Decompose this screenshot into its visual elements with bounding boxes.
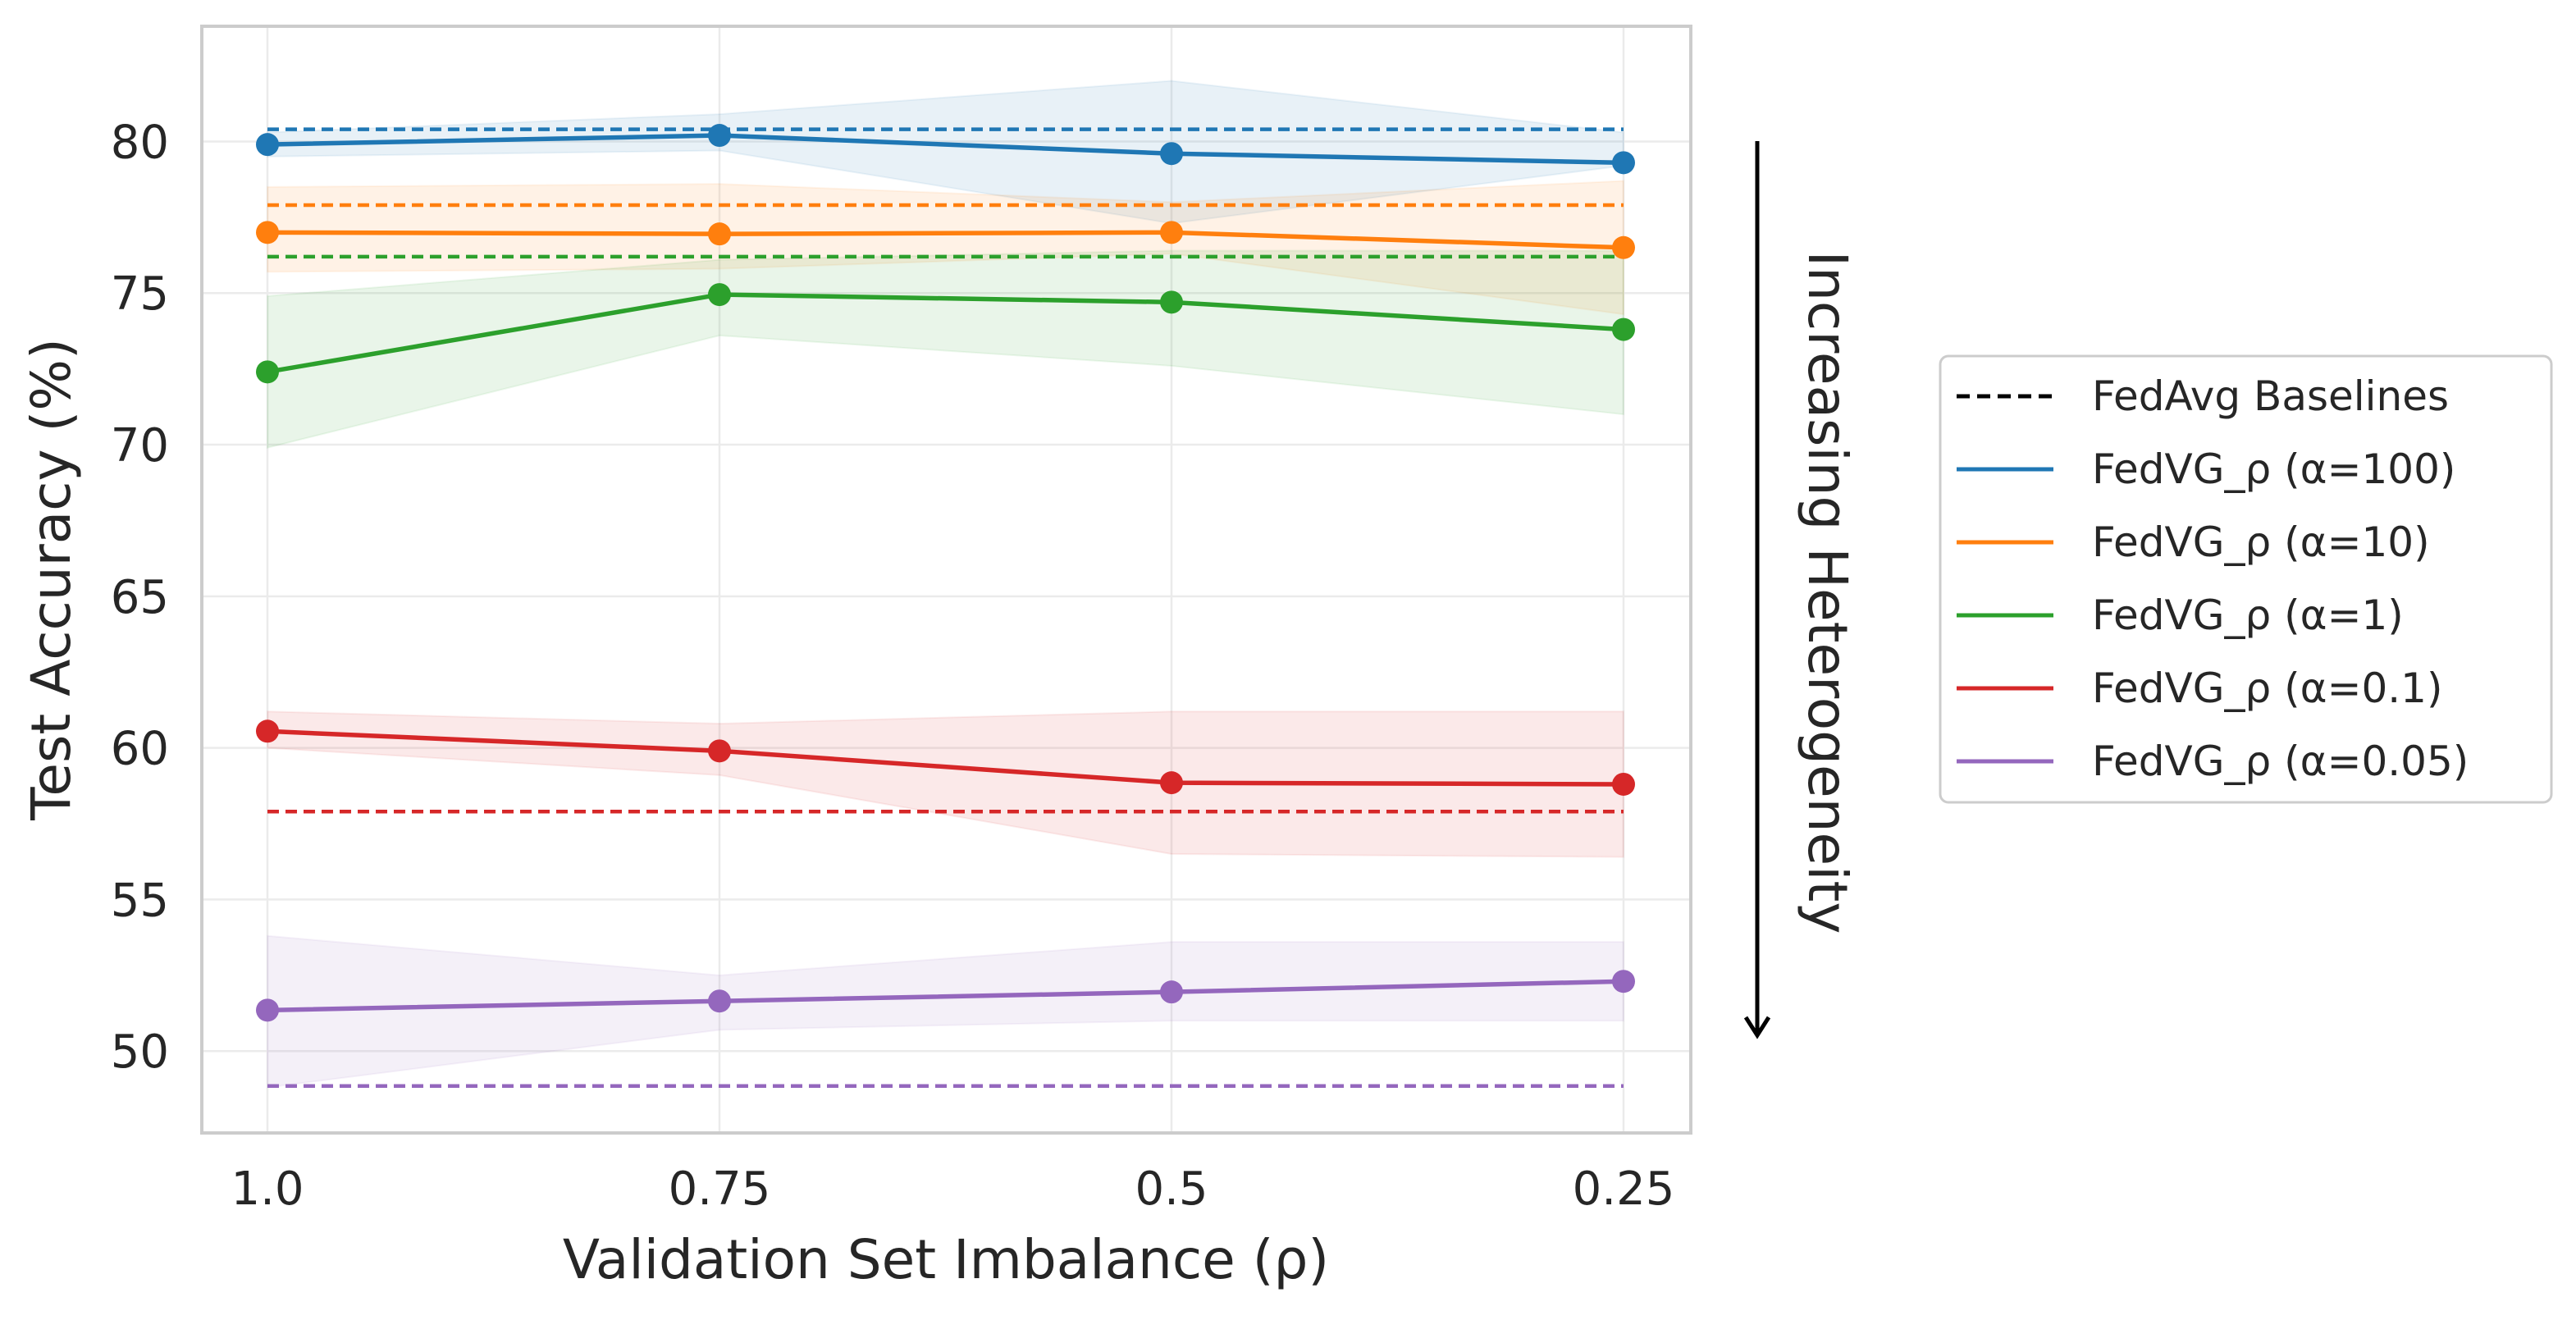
legend-label: FedVG_ρ (α=10) xyxy=(2092,518,2430,566)
data-point xyxy=(256,360,279,384)
x-tick-label: 0.75 xyxy=(669,1162,771,1216)
heterogeneity-arrow-head xyxy=(1743,1016,1771,1039)
x-tick-label: 0.25 xyxy=(1573,1162,1675,1216)
y-tick-label: 75 xyxy=(111,267,169,321)
series-line xyxy=(267,230,1624,250)
y-tick-label: 60 xyxy=(111,723,169,776)
legend-label: FedVG_ρ (α=100) xyxy=(2092,445,2455,493)
plot-frame xyxy=(200,25,1692,1135)
data-point xyxy=(1612,235,1635,259)
data-point xyxy=(1160,290,1183,314)
data-points xyxy=(256,124,1635,1022)
data-point xyxy=(1612,772,1635,796)
data-point xyxy=(708,222,731,246)
baselines xyxy=(267,127,1624,1088)
data-point xyxy=(708,124,731,148)
legend-label: FedVG_ρ (α=1) xyxy=(2092,591,2404,639)
series-lines xyxy=(267,133,1624,1013)
data-point xyxy=(1160,221,1183,244)
legend-label: FedVG_ρ (α=0.05) xyxy=(2092,738,2469,785)
legend-label: FedVG_ρ (α=0.1) xyxy=(2092,665,2443,712)
x-tick-label: 1.0 xyxy=(231,1162,304,1216)
y-axis-label: Test Accuracy (%) xyxy=(20,338,83,820)
heterogeneity-label: Increasing Heterogeneity xyxy=(1796,251,1859,934)
series-line xyxy=(267,729,1624,787)
data-point xyxy=(1612,151,1635,175)
y-tick-label: 65 xyxy=(111,571,169,624)
confidence-band xyxy=(267,934,1624,1089)
x-axis-label: Validation Set Imbalance (ρ) xyxy=(563,1228,1329,1291)
series-line xyxy=(267,979,1624,1013)
data-point xyxy=(708,739,731,763)
data-point xyxy=(1160,142,1183,166)
y-tick-label: 70 xyxy=(111,419,169,473)
confidence-band xyxy=(267,249,1624,450)
series-line xyxy=(267,292,1624,375)
data-point xyxy=(708,283,731,307)
data-point xyxy=(1612,970,1635,993)
data-point xyxy=(708,989,731,1013)
y-axis-ticks: 50 55 60 65 70 75 80 xyxy=(111,116,169,1079)
data-point xyxy=(256,221,279,244)
data-point xyxy=(256,133,279,157)
data-point xyxy=(256,998,279,1022)
heterogeneity-annotation: Increasing Heterogeneity xyxy=(1743,141,1859,1039)
y-tick-label: 55 xyxy=(111,874,169,927)
legend-label-baseline: FedAvg Baselines xyxy=(2092,372,2449,420)
y-tick-label: 50 xyxy=(111,1025,169,1079)
x-tick-label: 0.5 xyxy=(1135,1162,1208,1216)
data-point xyxy=(1160,980,1183,1004)
data-point xyxy=(1612,317,1635,341)
data-point xyxy=(256,719,279,743)
confidence-band xyxy=(267,180,1624,316)
series-line xyxy=(267,133,1624,166)
legend: FedAvg Baselines FedVG_ρ (α=100) FedVG_ρ … xyxy=(1939,354,2553,804)
x-axis-ticks: 1.0 0.75 0.5 0.25 xyxy=(231,1162,1674,1216)
data-point xyxy=(1160,771,1183,795)
y-tick-label: 80 xyxy=(111,116,169,169)
legend-frame xyxy=(1939,354,2553,804)
